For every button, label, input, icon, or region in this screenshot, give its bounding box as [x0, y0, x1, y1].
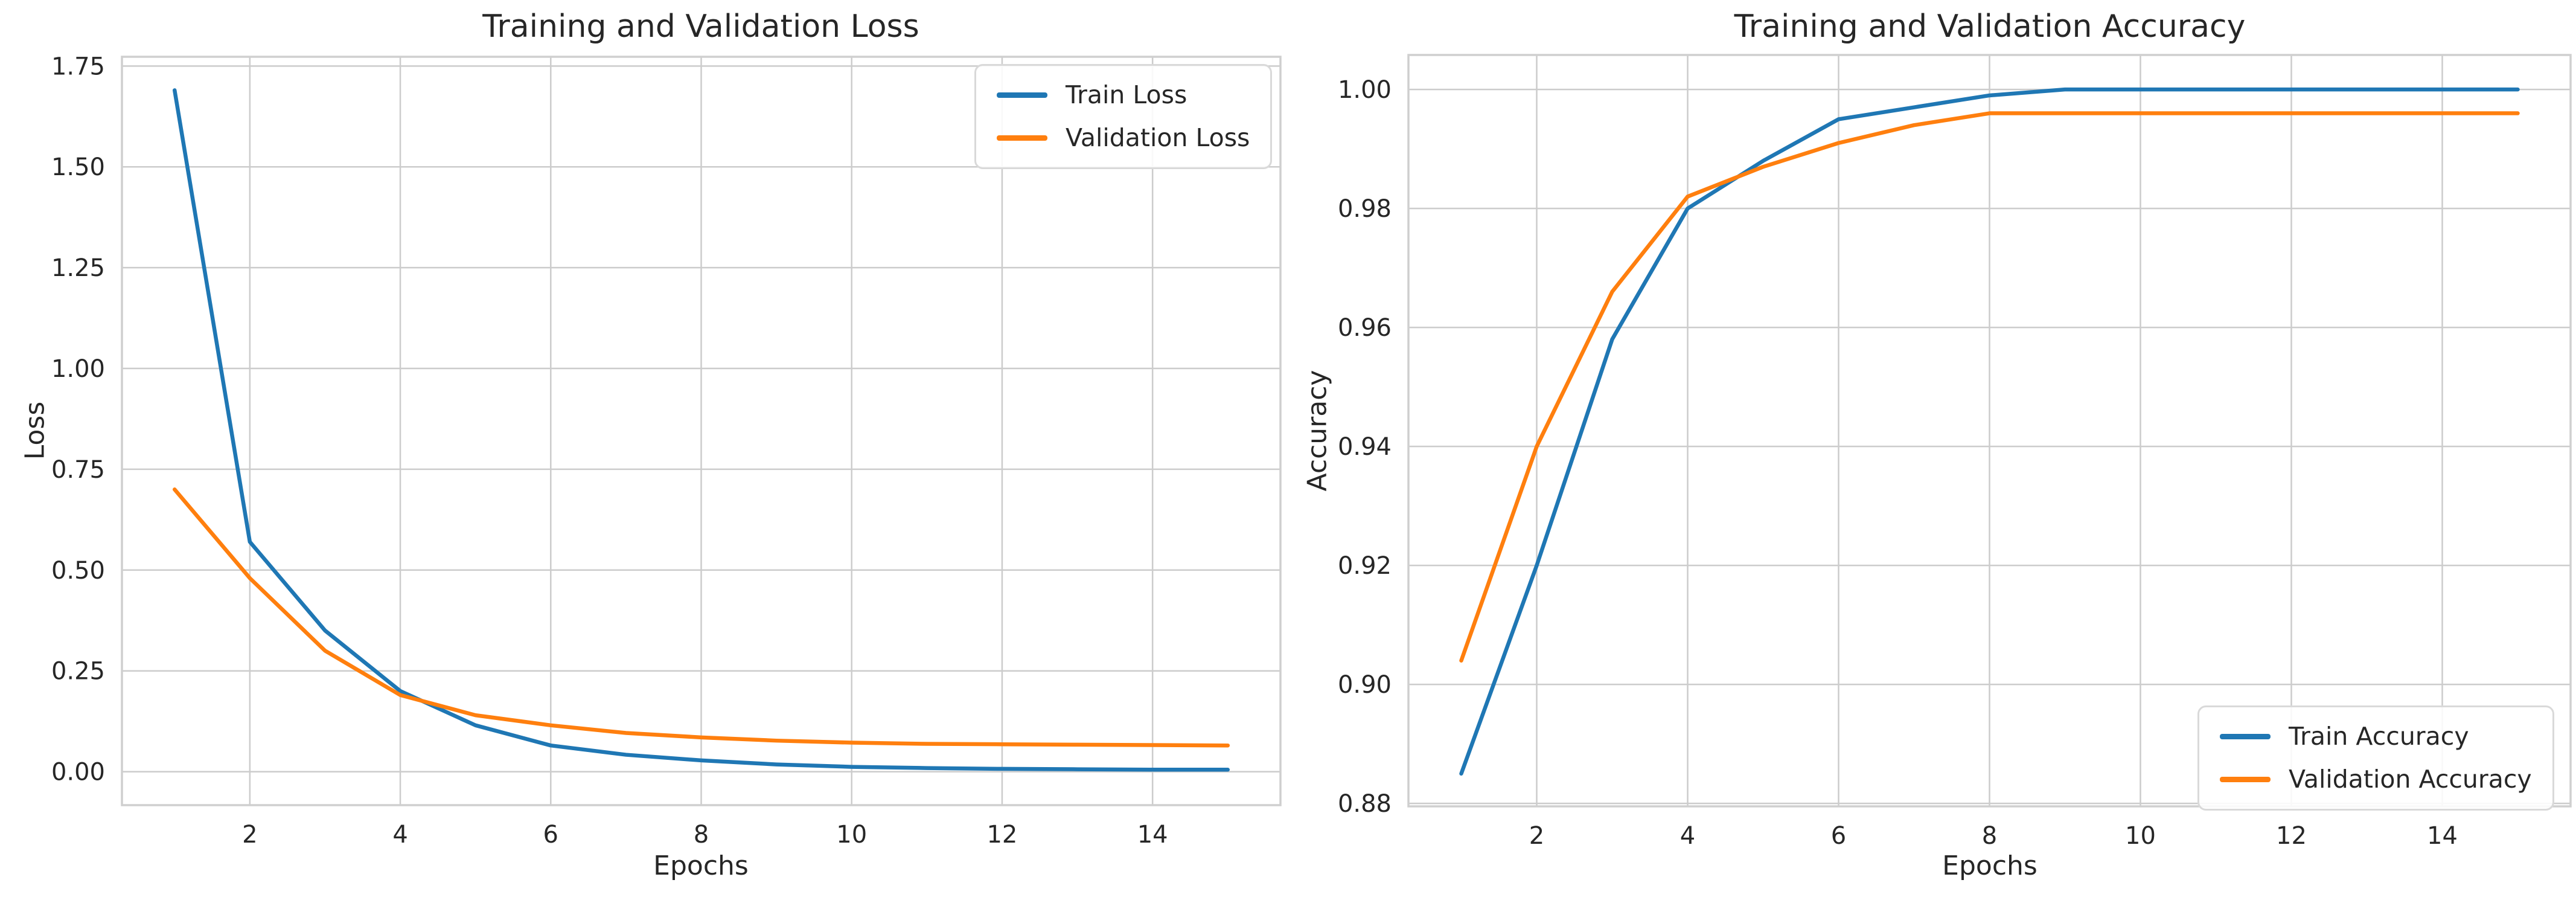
- loss-plot-area: 2 4 6 8 10 12 14 0.00 0.25 0.50 0.75 1.00 1.25 1.50 1.…: [51, 53, 1282, 849]
- x-tick-label: 4: [392, 821, 407, 849]
- x-tick-label: 10: [836, 821, 867, 849]
- y-tick-label: 0.92: [1338, 552, 1392, 580]
- loss-chart-title: Training and Validation Loss: [482, 8, 919, 45]
- accuracy-legend: Train Accuracy Validation Accuracy: [2197, 705, 2554, 811]
- x-tick-label: 12: [986, 821, 1017, 849]
- legend-item-train-accuracy: Train Accuracy: [2220, 722, 2532, 751]
- loss-xaxis-label: Epochs: [653, 850, 749, 881]
- x-tick-label: 14: [2427, 822, 2458, 850]
- y-tick-label: 1.25: [51, 254, 105, 282]
- legend-item-train-loss: Train Loss: [997, 80, 1250, 109]
- x-tick-label: 2: [242, 821, 257, 849]
- x-tick-label: 6: [543, 821, 558, 849]
- validation-accuracy-legend-label: Validation Accuracy: [2289, 765, 2532, 794]
- loss-yaxis-label: Loss: [19, 401, 51, 460]
- accuracy-chart-title: Training and Validation Accuracy: [1734, 8, 2246, 45]
- y-tick-label: 0.96: [1338, 314, 1392, 342]
- train-accuracy-legend-label: Train Accuracy: [2289, 722, 2469, 751]
- y-tick-label: 0.94: [1338, 433, 1392, 461]
- y-tick-label: 0.90: [1338, 671, 1392, 699]
- validation-accuracy-swatch-icon: [2220, 777, 2271, 783]
- plot-spines: [121, 56, 1282, 806]
- x-tick-label: 2: [1529, 822, 1544, 850]
- x-tick-label: 8: [694, 821, 709, 849]
- validation-loss-legend-label: Validation Loss: [1066, 123, 1250, 153]
- train-loss-legend-label: Train Loss: [1066, 80, 1187, 109]
- x-tick-label: 8: [1982, 822, 1997, 850]
- y-tick-label: 1.75: [51, 53, 105, 80]
- y-tick-label: 1.00: [51, 355, 105, 383]
- x-tick-label: 14: [1137, 821, 1168, 849]
- x-tick-label: 10: [2125, 822, 2156, 850]
- y-tick-label: 1.00: [1338, 76, 1392, 104]
- y-tick-label: 0.75: [51, 456, 105, 484]
- y-tick-label: 1.50: [51, 153, 105, 181]
- y-tick-label: 0.00: [51, 759, 105, 786]
- y-tick-label: 0.50: [51, 557, 105, 585]
- train-loss-swatch-icon: [997, 92, 1047, 98]
- legend-item-validation-loss: Validation Loss: [997, 124, 1250, 152]
- y-tick-label: 0.98: [1338, 195, 1392, 223]
- accuracy-series-line-0: [1459, 87, 2520, 776]
- x-tick-label: 6: [1831, 822, 1846, 850]
- y-tick-label: 0.25: [51, 658, 105, 686]
- loss-legend: Train Loss Validation Loss: [974, 64, 1273, 170]
- accuracy-series-line-1: [1459, 111, 2520, 663]
- plot-spines: [1407, 54, 2572, 808]
- x-tick-label: 4: [1680, 822, 1695, 850]
- train-accuracy-swatch-icon: [2220, 734, 2271, 740]
- y-tick-label: 0.88: [1338, 790, 1392, 818]
- x-tick-label: 12: [2276, 822, 2307, 850]
- loss-series-line-0: [172, 88, 1230, 772]
- accuracy-yaxis-label: Accuracy: [1302, 370, 1333, 492]
- accuracy-xaxis-label: Epochs: [1942, 850, 2037, 881]
- legend-item-validation-accuracy: Validation Accuracy: [2220, 765, 2532, 794]
- loss-series-line-1: [172, 487, 1230, 748]
- validation-loss-swatch-icon: [997, 135, 1047, 141]
